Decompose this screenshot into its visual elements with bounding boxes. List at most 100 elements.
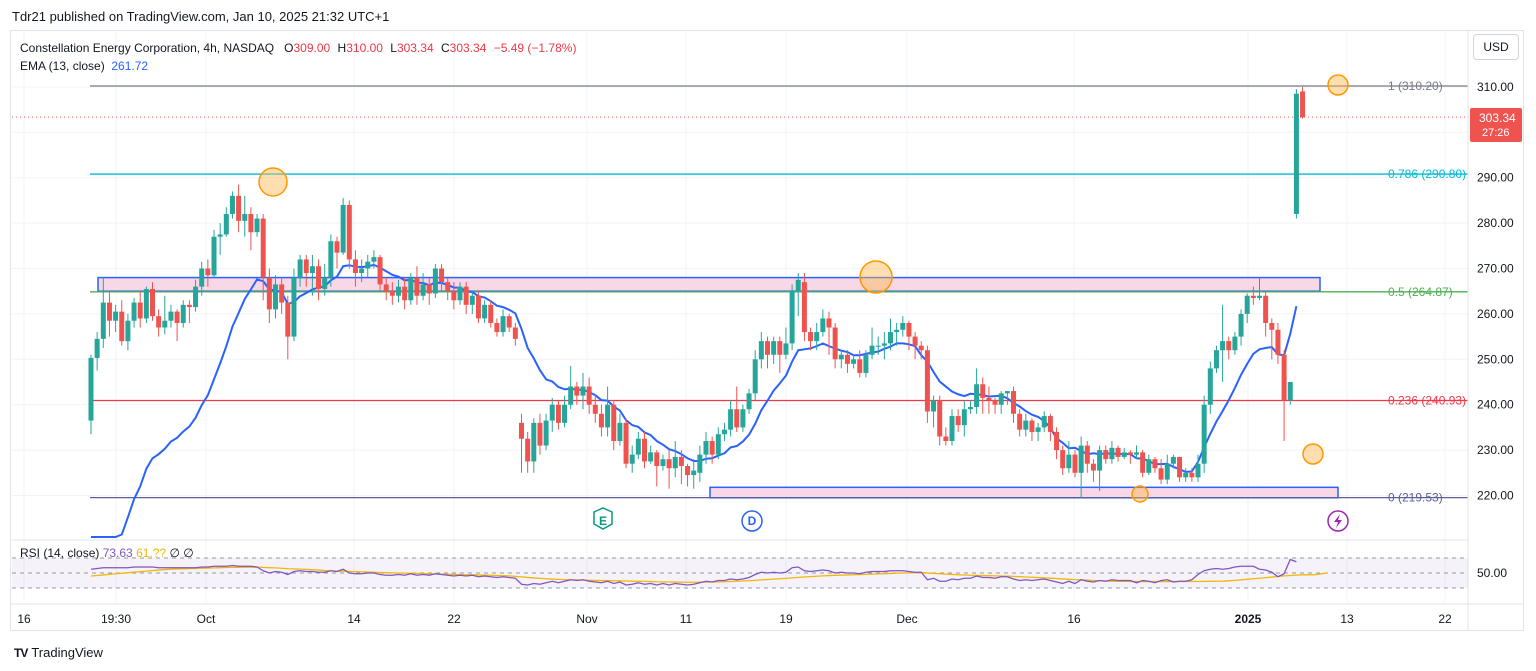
candle-body	[1287, 382, 1293, 401]
candle-body	[881, 343, 887, 346]
candle-body	[1004, 391, 1010, 394]
price-tick-label: 290.00	[1477, 171, 1514, 185]
candle-body	[1066, 454, 1072, 469]
price-tick-label: 270.00	[1477, 262, 1514, 276]
high-value: 310.00	[346, 41, 383, 55]
candle-body	[863, 354, 869, 373]
candle-body	[199, 268, 205, 287]
candle-body	[316, 266, 322, 289]
candle-body	[236, 195, 242, 221]
candle-body	[168, 311, 174, 321]
candle-body	[642, 438, 647, 462]
highlight-circle	[258, 167, 288, 197]
candle-body	[162, 320, 168, 328]
candle-body	[955, 416, 961, 426]
candle-body	[1047, 416, 1053, 432]
candle-body	[1238, 313, 1244, 337]
rsi-label[interactable]: RSI (14, close)	[20, 546, 100, 560]
candle-body	[512, 327, 518, 339]
candle-body	[106, 302, 112, 321]
highlight-circles	[258, 74, 1349, 503]
symbol-title[interactable]: Constellation Energy Corporation, 4h, NA…	[20, 41, 275, 55]
open-value: 309.00	[293, 41, 331, 55]
ema-label[interactable]: EMA (13, close)	[20, 59, 105, 73]
time-axis: 16 19:30 Oct 14 22 Nov 11 19 Dec 16 2025 13 22	[10, 603, 1524, 626]
candle-body	[1127, 452, 1133, 455]
candle-body	[266, 277, 272, 310]
brand-name[interactable]: TradingView	[31, 645, 103, 660]
candle-body	[635, 438, 641, 455]
candle-body	[838, 354, 844, 360]
candle-body	[1140, 452, 1146, 473]
candle-body	[1060, 450, 1066, 469]
candle-body	[426, 284, 432, 294]
candle-body	[1109, 447, 1115, 460]
candle-body	[795, 279, 801, 292]
candle-body	[519, 422, 524, 439]
candle-body	[488, 304, 494, 323]
candle-body	[629, 454, 635, 464]
candle-body	[568, 386, 574, 405]
rsi-tick-label: 50.00	[1477, 566, 1507, 580]
candle-body	[1152, 459, 1158, 469]
candle-body	[131, 302, 137, 321]
publish-header: Tdr21 published on TradingView.com, Jan …	[12, 9, 390, 24]
candle-body	[506, 316, 512, 328]
candle-body	[900, 322, 906, 330]
time-tick-label: 19	[779, 612, 793, 626]
earnings-event-label: E	[599, 514, 607, 528]
currency-button[interactable]: USD	[1473, 34, 1519, 60]
candle-body	[414, 277, 420, 296]
candle-body	[494, 322, 500, 333]
chart-frame	[10, 30, 1524, 631]
candle-body	[746, 393, 752, 410]
candle-body	[88, 357, 94, 421]
candle-body	[309, 266, 315, 274]
candle-body	[605, 404, 611, 428]
price-tick-label: 230.00	[1477, 443, 1514, 457]
close-value: 303.34	[449, 41, 487, 55]
ema-value: 261.72	[111, 59, 149, 73]
candle-body	[402, 286, 408, 301]
rsi-ma-value: 61.??	[136, 546, 167, 560]
candle-body	[469, 295, 475, 305]
candle-body	[924, 350, 930, 412]
candle-body	[94, 338, 100, 358]
candle-body	[285, 302, 291, 337]
candle-body	[906, 322, 912, 337]
candle-body	[1300, 91, 1306, 118]
candle-body	[537, 422, 543, 446]
candle-body	[949, 416, 955, 442]
candle-body	[1257, 295, 1262, 299]
candle-body	[125, 320, 131, 342]
candle-body	[340, 204, 346, 253]
candle-body	[869, 345, 875, 355]
candle-body	[814, 332, 820, 342]
grid-layer	[12, 32, 1468, 602]
candle-body	[119, 311, 125, 342]
candle-body	[728, 409, 734, 430]
candle-body	[389, 291, 395, 296]
fib-label: 0.5 (264.87)	[1388, 285, 1453, 299]
candle-body	[574, 386, 580, 396]
candle-body	[180, 304, 186, 323]
candle-body	[1201, 404, 1207, 464]
candle-body	[211, 236, 217, 276]
candle-body	[291, 277, 297, 337]
candle-body	[1232, 336, 1238, 351]
candle-body	[1220, 341, 1226, 351]
candle-body	[1090, 463, 1096, 471]
candle-body	[660, 459, 666, 466]
candle-body	[549, 404, 555, 421]
candle-body	[826, 318, 832, 328]
candle-body	[1164, 463, 1170, 480]
rsi-pane: 50.00	[12, 539, 1507, 589]
candle-body	[396, 286, 401, 296]
candle-body	[1097, 450, 1103, 471]
candle-body	[758, 341, 764, 360]
support-zone	[709, 486, 1339, 499]
candle-body	[1084, 445, 1090, 464]
time-tick-label: 22	[447, 612, 461, 626]
